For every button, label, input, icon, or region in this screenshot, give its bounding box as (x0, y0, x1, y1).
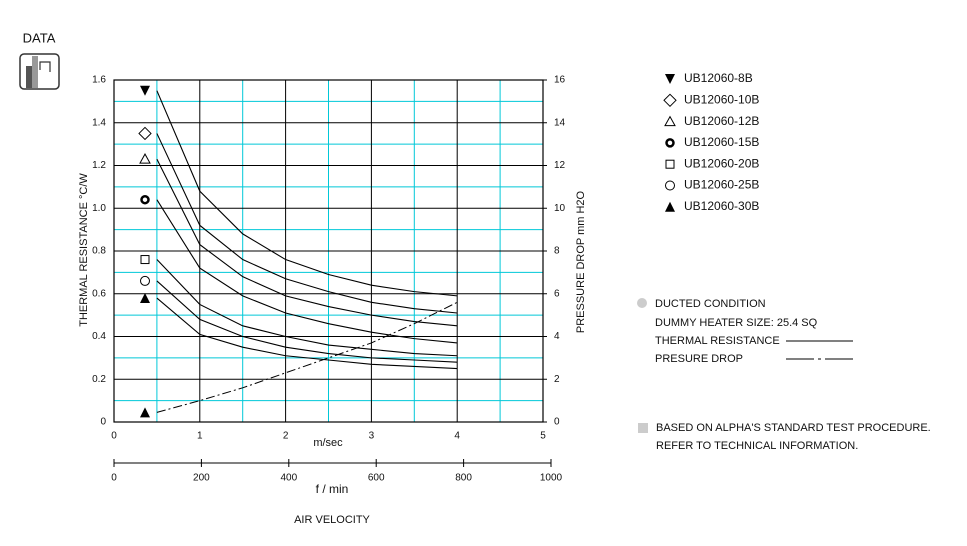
curve-marker (140, 407, 150, 418)
thermal-line (156, 297, 458, 370)
curve-marker (140, 85, 150, 96)
y2-tick-label: 14 (554, 117, 566, 128)
y2-tick-label: 6 (554, 288, 560, 299)
x-axis-label: m/sec (313, 437, 343, 449)
x-tick-label: 5 (540, 431, 546, 442)
curve-marker (140, 194, 150, 205)
x2-tick-label: 400 (280, 473, 297, 484)
footnote: REFER TO TECHNICAL INFORMATION. (656, 440, 858, 452)
y2-tick-label: 10 (554, 203, 566, 214)
y-tick-label: 1.0 (92, 203, 106, 214)
legend-label: UB12060-20B (684, 156, 759, 170)
footnote: BASED ON ALPHA'S STANDARD TEST PROCEDURE… (656, 422, 931, 434)
thermal-line (156, 259, 458, 357)
pressure-line (156, 301, 458, 413)
x-tick-label: 1 (197, 431, 203, 442)
x-tick-label: 0 (111, 431, 117, 442)
thermal-line (156, 133, 458, 314)
data-title: DATA (23, 30, 56, 45)
y-tick-label: 0.4 (92, 331, 106, 342)
legend-label: UB12060-25B (684, 178, 759, 192)
legend-label: UB12060-12B (684, 114, 759, 128)
x2-tick-label: 200 (193, 473, 210, 484)
thermal-line (156, 280, 458, 363)
thermal-line (156, 158, 458, 327)
thermal-line (156, 90, 458, 297)
legend-marker (664, 115, 676, 127)
legend-marker (665, 74, 675, 84)
y2-tick-label: 2 (554, 374, 560, 385)
line-legend-label: THERMAL RESISTANCE (655, 335, 780, 347)
legend-label: UB12060-8B (684, 71, 753, 85)
note: DUMMY HEATER SIZE: 25.4 SQ (655, 317, 818, 329)
legend-label: UB12060-10B (684, 92, 759, 106)
x2-tick-label: 600 (368, 473, 385, 484)
y-tick-label: 1.6 (92, 75, 106, 86)
legend-label: UB12060-30B (684, 199, 759, 213)
y-tick-label: 0.2 (92, 374, 106, 385)
curve-marker (139, 153, 151, 164)
legend-label: UB12060-15B (684, 135, 759, 149)
y-tick-label: 0 (100, 417, 106, 428)
y2-tick-label: 8 (554, 246, 560, 257)
legend-marker (663, 93, 677, 108)
curve-marker (140, 293, 150, 304)
footnote-bullet (638, 423, 648, 433)
line-legend-label: PRESURE DROP (655, 353, 743, 365)
x-tick-label: 4 (454, 431, 460, 442)
x-tick-label: 3 (369, 431, 375, 442)
x2-tick-label: 1000 (540, 473, 563, 484)
y2-tick-label: 4 (554, 331, 560, 342)
legend-marker (665, 159, 675, 169)
y2-tick-label: 16 (554, 75, 566, 86)
legend-marker (665, 201, 675, 212)
note: DUCTED CONDITION (655, 298, 766, 310)
y2-axis-label: PRESSURE DROP mm H2O (575, 190, 587, 333)
x-tick-label: 2 (283, 431, 289, 442)
y-axis-label: THERMAL RESISTANCE °C/W (78, 173, 90, 327)
y-tick-label: 0.8 (92, 246, 106, 257)
legend-marker (665, 138, 675, 148)
y2-tick-label: 0 (554, 417, 560, 428)
bottom-label: AIR VELOCITY (294, 514, 370, 526)
legend-marker (665, 180, 675, 191)
y-tick-label: 0.6 (92, 288, 106, 299)
plot-frame (113, 79, 544, 423)
x2-tick-label: 800 (455, 473, 472, 484)
note-bullet (637, 298, 647, 308)
y-tick-label: 1.2 (92, 160, 106, 171)
y-tick-label: 1.4 (92, 117, 106, 128)
curve-marker (140, 255, 150, 265)
y2-tick-label: 12 (554, 160, 566, 171)
x2-tick-label: 0 (111, 473, 117, 484)
x2-axis-label: f / min (316, 482, 349, 496)
thermal-line (156, 199, 458, 344)
curve-marker (140, 275, 150, 286)
curve-marker (138, 126, 152, 141)
data-icon (19, 53, 60, 90)
